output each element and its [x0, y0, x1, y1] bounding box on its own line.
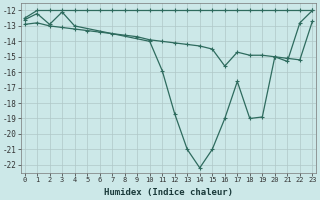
X-axis label: Humidex (Indice chaleur): Humidex (Indice chaleur) — [104, 188, 233, 197]
